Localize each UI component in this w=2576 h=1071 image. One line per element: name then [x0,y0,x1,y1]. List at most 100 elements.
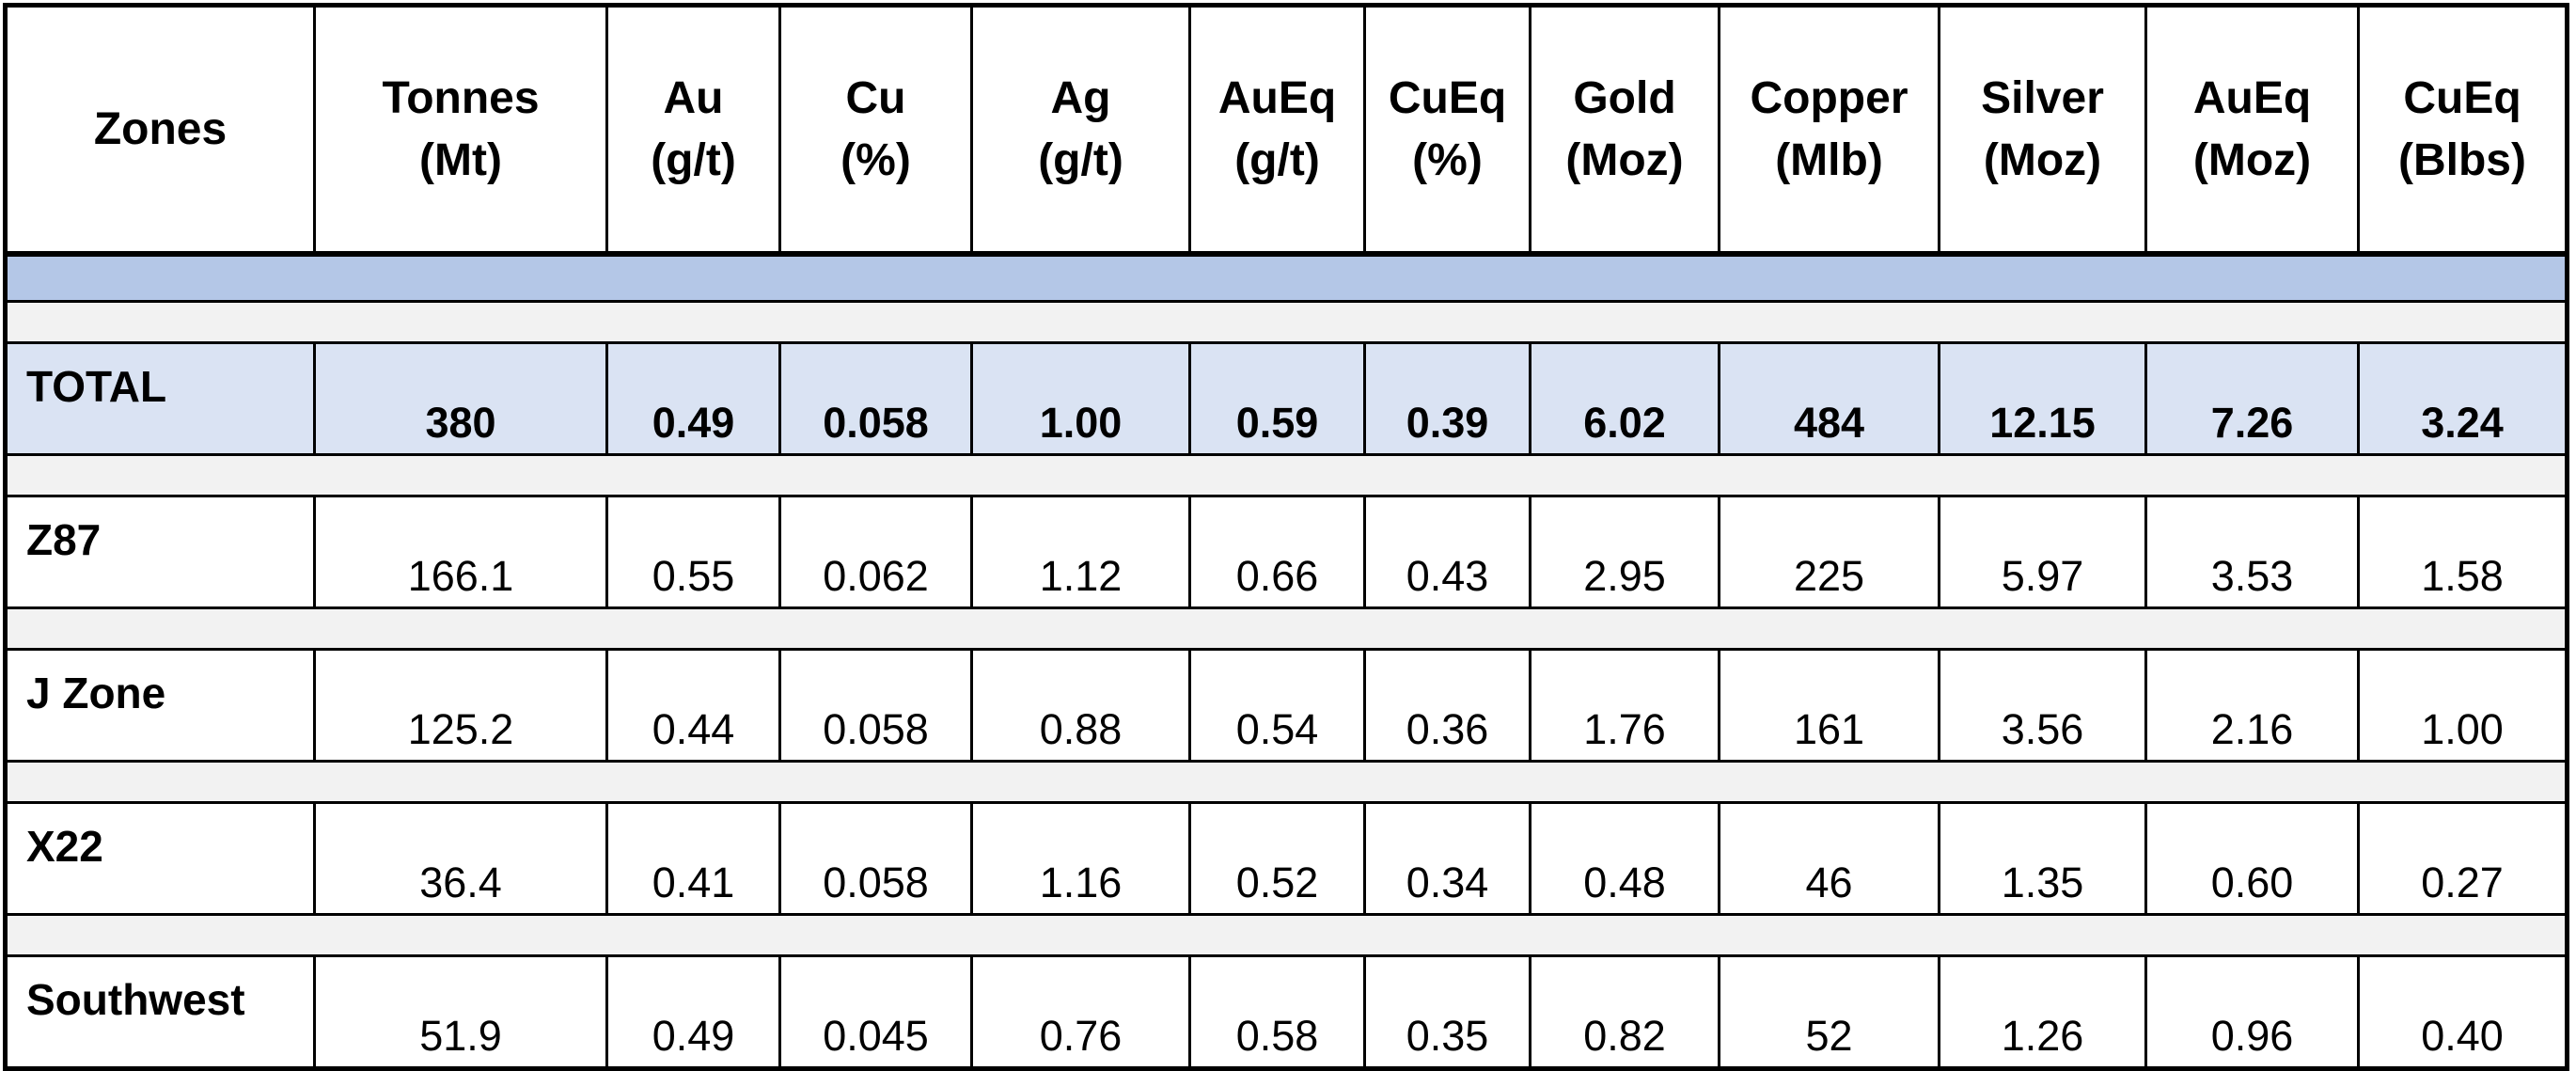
value-cell: 6.02 [1529,341,1720,456]
band-row [5,252,2568,303]
value-cell: 225 [1718,495,1940,609]
value-cell: 3.56 [1938,648,2147,763]
column-header: AuEq (Moz) [2144,4,2360,257]
value-cell: 0.58 [1188,954,1366,1070]
spacer-row [5,300,2568,344]
spacer-row [5,606,2568,651]
header-line: CuEq [1388,72,1507,123]
data-row: J Zone 125.2 0.44 0.058 0.88 0.54 0.36 1.76 161 3… [4,648,2568,763]
column-header: Tonnes (Mt) [313,4,608,257]
value-cell: 0.062 [778,495,973,609]
header-line: Copper [1750,72,1908,123]
spacer-cell [5,760,2568,804]
value-cell: 0.66 [1188,495,1366,609]
header-line: Tonnes [382,72,540,123]
value-cell: 0.55 [605,495,781,609]
value-cell: 0.60 [2144,801,2360,916]
value-cell: 3.53 [2144,495,2360,609]
value-cell: 2.16 [2144,648,2360,763]
header-line: Au [663,72,724,123]
value-cell: 51.9 [313,954,608,1070]
value-cell: 161 [1718,648,1940,763]
header-line: AuEq [2192,72,2312,123]
value-cell: 1.00 [2357,648,2568,763]
value-cell: 7.26 [2144,341,2360,456]
value-cell: 0.058 [778,648,973,763]
spacer-cell [5,606,2568,651]
spacer-cell [5,300,2568,344]
value-cell: 0.27 [2357,801,2568,916]
data-row: X22 36.4 0.41 0.058 1.16 0.52 0.34 0.48 46 1.35 0.… [4,801,2568,916]
column-header: CuEq (Blbs) [2357,4,2568,257]
column-header: CuEq (%) [1363,4,1531,257]
value-cell: 0.41 [605,801,781,916]
data-row: Southwest 51.9 0.49 0.045 0.76 0.58 0.35 0.82 52… [4,954,2568,1070]
page: Zones Tonnes (Mt) Au (g/t) Cu (%) Ag (g/t) AuEq (g… [3,3,2569,1071]
header-line: (Moz) [1565,134,1684,185]
header-line: Gold [1573,72,1676,123]
column-header: Copper (Mlb) [1718,4,1940,257]
spacer-cell [5,913,2568,957]
zone-cell: J Zone [4,648,316,763]
column-header: Gold (Moz) [1529,4,1720,257]
header-line: Silver [1981,72,2104,123]
value-cell: 0.49 [605,341,781,456]
column-header: Ag (g/t) [970,4,1191,257]
spacer-cell [5,453,2568,497]
value-cell: 0.52 [1188,801,1366,916]
value-cell: 2.95 [1529,495,1720,609]
value-cell: 1.35 [1938,801,2147,916]
spacer-row [5,760,2568,804]
column-header: Au (g/t) [605,4,781,257]
column-header: Silver (Moz) [1938,4,2147,257]
value-cell: 0.35 [1363,954,1531,1070]
value-cell: 0.49 [605,954,781,1070]
header-row: Zones Tonnes (Mt) Au (g/t) Cu (%) Ag (g/t) AuEq (g… [4,4,2568,257]
header-line: (%) [840,134,911,185]
value-cell: 0.48 [1529,801,1720,916]
value-cell: 0.36 [1363,648,1531,763]
value-cell: 3.24 [2357,341,2568,456]
data-row: TOTAL 380 0.49 0.058 1.00 0.59 0.39 6.02 484 12.1… [4,341,2568,456]
column-header: Cu (%) [778,4,973,257]
value-cell: 0.058 [778,341,973,456]
value-cell: 0.39 [1363,341,1531,456]
header-line: (g/t) [1038,134,1123,185]
value-cell: 0.34 [1363,801,1531,916]
column-header: AuEq (g/t) [1188,4,1366,257]
header-line: AuEq [1217,72,1337,123]
value-cell: 0.40 [2357,954,2568,1070]
value-cell: 0.44 [605,648,781,763]
zone-cell: Southwest [4,954,316,1070]
value-cell: 5.97 [1938,495,2147,609]
zone-cell: TOTAL [4,341,316,456]
spacer-cell [5,252,2568,303]
value-cell: 46 [1718,801,1940,916]
value-cell: 1.26 [1938,954,2147,1070]
table-body: TOTAL 380 0.49 0.058 1.00 0.59 0.39 6.02 484 12.1… [4,252,2568,1070]
value-cell: 166.1 [313,495,608,609]
header-line: CuEq [2403,72,2521,123]
spacer-row [5,453,2568,497]
header-line: (Mlb) [1775,134,1883,185]
column-header: Zones [4,4,316,257]
value-cell: 380 [313,341,608,456]
value-cell: 1.00 [970,341,1191,456]
value-cell: 0.43 [1363,495,1531,609]
value-cell: 52 [1718,954,1940,1070]
spacer-row [5,913,2568,957]
header-line: Zones [93,103,228,154]
value-cell: 12.15 [1938,341,2147,456]
header-line: (g/t) [1234,134,1320,185]
value-cell: 0.82 [1529,954,1720,1070]
value-cell: 0.058 [778,801,973,916]
value-cell: 1.12 [970,495,1191,609]
header-line: Ag [1050,72,1111,123]
value-cell: 36.4 [313,801,608,916]
value-cell: 0.76 [970,954,1191,1070]
value-cell: 0.045 [778,954,973,1070]
value-cell: 0.96 [2144,954,2360,1070]
value-cell: 1.58 [2357,495,2568,609]
value-cell: 125.2 [313,648,608,763]
header-line: (Blbs) [2398,134,2526,185]
